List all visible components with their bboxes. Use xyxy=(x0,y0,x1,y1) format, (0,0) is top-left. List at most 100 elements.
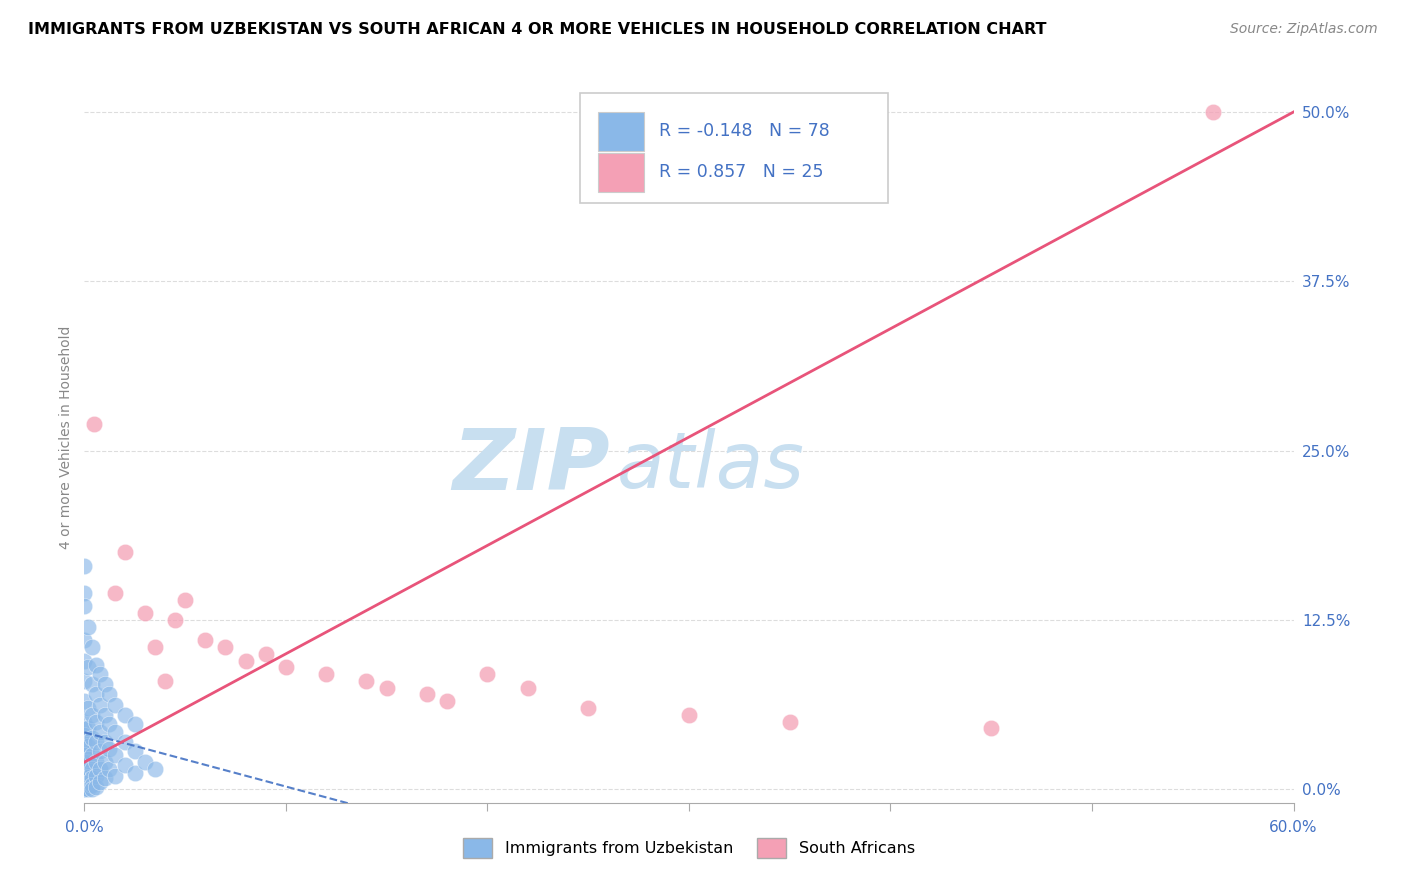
Point xyxy=(73,782,96,797)
Point xyxy=(73,586,96,600)
Point xyxy=(86,755,108,769)
Point xyxy=(97,688,120,702)
Point xyxy=(77,701,100,715)
Point xyxy=(93,772,115,786)
Point xyxy=(134,755,156,769)
Point xyxy=(516,681,538,695)
Point xyxy=(73,741,96,756)
Point xyxy=(104,725,127,739)
Point xyxy=(436,694,458,708)
Point xyxy=(77,739,100,753)
Point xyxy=(576,701,599,715)
Point xyxy=(86,780,108,794)
Point xyxy=(73,694,96,708)
Point xyxy=(124,717,146,731)
Point xyxy=(73,721,96,735)
Point xyxy=(134,606,156,620)
Text: R = -0.148   N = 78: R = -0.148 N = 78 xyxy=(659,122,830,140)
Point xyxy=(73,599,96,614)
Point xyxy=(124,744,146,758)
Point xyxy=(678,707,700,722)
Point xyxy=(93,755,115,769)
Point xyxy=(73,766,96,780)
Point xyxy=(89,667,111,681)
Point xyxy=(214,640,236,654)
Text: atlas: atlas xyxy=(616,428,804,504)
FancyBboxPatch shape xyxy=(599,112,644,151)
Point xyxy=(77,770,100,784)
Point xyxy=(114,707,136,722)
Point xyxy=(73,762,96,776)
Text: R = 0.857   N = 25: R = 0.857 N = 25 xyxy=(659,163,823,181)
Point xyxy=(356,673,378,688)
Point xyxy=(86,714,108,729)
Point xyxy=(73,780,96,794)
Point xyxy=(315,667,337,681)
Point xyxy=(73,774,96,789)
Point xyxy=(416,688,439,702)
Point xyxy=(73,780,96,795)
Point xyxy=(114,757,136,772)
Point xyxy=(779,714,801,729)
Point xyxy=(82,782,104,797)
Point xyxy=(77,762,100,776)
Point xyxy=(73,735,96,749)
Point xyxy=(77,620,100,634)
Point xyxy=(254,647,277,661)
Point xyxy=(86,688,108,702)
Point xyxy=(73,748,96,763)
Point xyxy=(114,545,136,559)
Point xyxy=(73,633,96,648)
Point xyxy=(77,775,100,789)
Point xyxy=(73,772,96,786)
Point xyxy=(82,640,104,654)
Point xyxy=(73,777,96,791)
Text: ZIP: ZIP xyxy=(453,425,610,508)
Point xyxy=(73,654,96,668)
FancyBboxPatch shape xyxy=(599,153,644,192)
Point xyxy=(86,769,108,783)
Point xyxy=(73,673,96,688)
Point xyxy=(97,762,120,776)
Point xyxy=(83,417,105,431)
Point xyxy=(124,766,146,780)
Point xyxy=(73,755,96,769)
Point xyxy=(86,735,108,749)
Point xyxy=(165,613,187,627)
Point xyxy=(375,681,398,695)
Point xyxy=(77,782,100,797)
Point xyxy=(153,673,176,688)
Point xyxy=(89,725,111,739)
Y-axis label: 4 or more Vehicles in Household: 4 or more Vehicles in Household xyxy=(59,326,73,549)
Point xyxy=(274,660,297,674)
Point xyxy=(73,778,96,792)
Point xyxy=(104,698,127,713)
Point xyxy=(89,744,111,758)
Text: Source: ZipAtlas.com: Source: ZipAtlas.com xyxy=(1230,22,1378,37)
Point xyxy=(82,748,104,763)
Point xyxy=(73,714,96,729)
Text: 0.0%: 0.0% xyxy=(65,820,104,835)
Point xyxy=(82,772,104,786)
Point xyxy=(143,762,166,776)
Point xyxy=(73,769,96,783)
Legend: Immigrants from Uzbekistan, South Africans: Immigrants from Uzbekistan, South Africa… xyxy=(457,832,921,864)
Point xyxy=(73,558,96,573)
Text: 60.0%: 60.0% xyxy=(1270,820,1317,835)
Point xyxy=(97,717,120,731)
Point xyxy=(477,667,499,681)
Point xyxy=(980,721,1002,735)
Point xyxy=(93,707,115,722)
Point xyxy=(104,748,127,763)
Point xyxy=(114,735,136,749)
Point xyxy=(93,735,115,749)
Point xyxy=(174,592,197,607)
Point xyxy=(1202,105,1225,120)
Point xyxy=(93,676,115,690)
Point xyxy=(97,741,120,756)
Point xyxy=(104,769,127,783)
Point xyxy=(82,707,104,722)
Point xyxy=(77,752,100,766)
Point xyxy=(89,698,111,713)
Point xyxy=(73,782,96,797)
